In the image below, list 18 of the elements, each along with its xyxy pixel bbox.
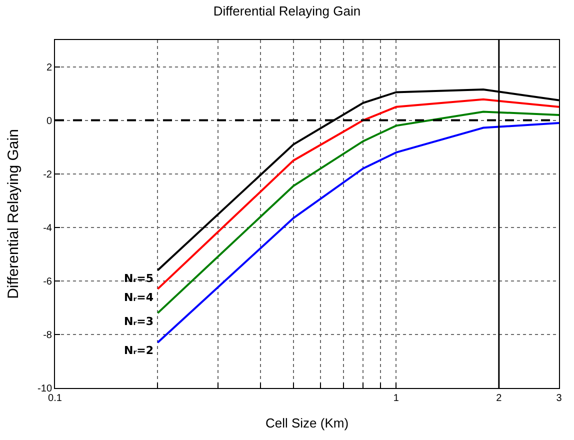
- series-label: Nᵣ=3: [124, 315, 154, 328]
- y-tick-label: -2: [43, 169, 52, 180]
- x-tick-label: 1: [393, 393, 400, 404]
- series-label: Nᵣ=2: [124, 344, 154, 357]
- x-tick-label: 3: [556, 393, 562, 404]
- y-tick-label: -8: [43, 330, 52, 341]
- y-tick-label: -4: [43, 222, 52, 234]
- y-axis-title: Differential Relaying Gain: [4, 129, 22, 299]
- x-tick-label: 2: [496, 393, 502, 404]
- series-label: Nᵣ=5: [124, 272, 154, 285]
- y-tick-label: 0: [46, 116, 52, 127]
- chart-title: Differential Relaying Gain: [213, 4, 361, 19]
- x-tick-label: 0.1: [48, 393, 62, 404]
- x-axis-title: Cell Size (Km): [265, 416, 349, 431]
- y-tick-label: -10: [38, 384, 52, 394]
- y-tick-label: -6: [43, 276, 52, 288]
- series-label: Nᵣ=4: [124, 291, 154, 304]
- y-tick-label: 2: [46, 62, 52, 74]
